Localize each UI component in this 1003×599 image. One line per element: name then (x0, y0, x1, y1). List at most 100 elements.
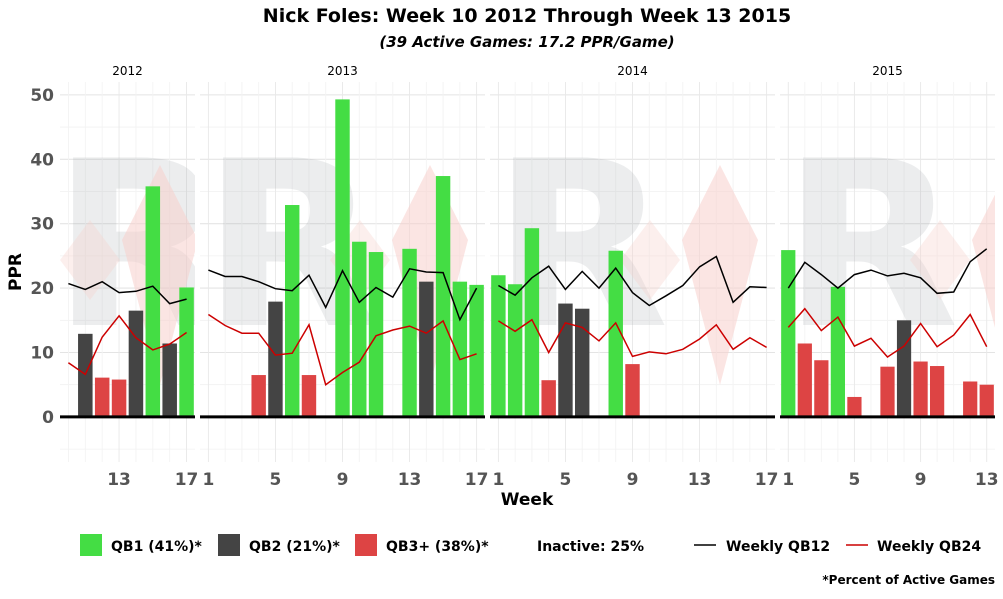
x-tick-label: 13 (107, 470, 131, 490)
bar-week-9 (335, 99, 350, 417)
facet-label: 2012 (112, 64, 143, 78)
bar-week-5 (847, 396, 862, 417)
bars (78, 186, 194, 417)
bar-week-2 (507, 284, 523, 417)
bar-week-6 (574, 308, 590, 417)
x-tick-label: 1 (492, 470, 504, 490)
x-tick-label: 17 (465, 470, 489, 490)
bar-week-15 (145, 186, 161, 417)
y-tick-label: 20 (30, 279, 54, 299)
line-weekly-qb24 (67, 314, 188, 376)
bar-week-5 (268, 301, 283, 417)
watermark-diamond (972, 194, 995, 328)
x-tick-label: 1 (202, 470, 214, 490)
line-weekly-qb24 (498, 318, 767, 358)
facet-label: 2014 (617, 64, 648, 78)
facet-label: 2013 (327, 64, 358, 78)
bar-week-16 (452, 281, 468, 417)
facet-label: 2015 (872, 64, 903, 78)
line-weekly-qb12 (208, 267, 478, 322)
x-tick-label: 9 (627, 470, 639, 490)
bars (251, 99, 484, 417)
bar-week-10 (352, 241, 367, 417)
x-tick-label: 9 (915, 470, 927, 490)
bar-week-15 (435, 176, 451, 417)
y-tick-label: 50 (30, 86, 54, 106)
bar-week-13 (402, 248, 417, 417)
y-tick-label: 40 (30, 150, 54, 170)
bar-week-7 (301, 375, 317, 417)
legend-label-qb1: QB1 (41%)* (111, 539, 202, 555)
bar-week-2 (797, 343, 812, 417)
legend-label-qb3: QB3+ (38%)* (386, 539, 489, 555)
facet-panel-2012: 2012R1317 (60, 64, 199, 490)
bars (491, 228, 640, 417)
y-tick-label: 0 (42, 408, 54, 428)
x-tick-label: 13 (398, 470, 422, 490)
y-tick-label: 10 (30, 344, 54, 364)
watermark-diamond-small (910, 220, 970, 300)
bars (781, 250, 994, 417)
bar-week-12 (94, 377, 110, 417)
legend-label-inactive: Inactive: 25% (537, 539, 644, 555)
line-weekly-qb12 (68, 280, 187, 305)
line-weekly-qb12 (498, 255, 767, 307)
bar-week-1 (491, 275, 506, 417)
chart-subtitle: (39 Active Games: 17.2 PPR/Game) (379, 33, 674, 51)
bar-week-10 (930, 366, 945, 417)
facet-panels: 2012R13172013R15913172014R15913172015R15… (60, 64, 999, 490)
y-axis: 0 10 20 30 40 50 (30, 86, 54, 428)
x-tick-label: 13 (688, 470, 712, 490)
bar-week-1 (781, 250, 796, 417)
x-tick-label: 5 (560, 470, 572, 490)
legend-swatch-qb2 (218, 534, 240, 556)
legend-swatch-qb3 (355, 534, 377, 556)
watermark-diamond (682, 165, 758, 385)
legend-swatch-qb1 (80, 534, 102, 556)
bar-week-3 (814, 360, 829, 417)
x-tick-label: 9 (337, 470, 349, 490)
x-tick-label: 5 (849, 470, 861, 490)
bar-week-11 (78, 333, 93, 417)
y-axis-title: PPR (6, 253, 26, 291)
legend-label-qb12: Weekly QB12 (726, 539, 830, 555)
bar-week-8 (608, 250, 623, 417)
bar-week-14 (128, 310, 144, 417)
x-tick-label: 13 (975, 470, 999, 490)
legend: QB1 (41%)* QB2 (21%)* QB3+ (38%)* Inacti… (80, 534, 981, 556)
x-tick-label: 5 (270, 470, 282, 490)
legend-label-qb24: Weekly QB24 (877, 539, 981, 555)
line-weekly-qb12 (787, 248, 988, 295)
bar-week-4 (251, 375, 266, 417)
bar-week-17 (469, 284, 484, 417)
x-tick-label: 17 (175, 470, 199, 490)
line-weekly-qb24 (787, 307, 988, 358)
bar-week-5 (558, 303, 573, 417)
x-tick-label: 1 (782, 470, 794, 490)
bar-week-13 (979, 384, 994, 417)
bar-week-8 (896, 320, 912, 417)
x-tick-label: 17 (755, 470, 779, 490)
chart-title: Nick Foles: Week 10 2012 Through Week 13… (263, 5, 791, 27)
watermark-diamond-small (620, 220, 680, 300)
bar-week-14 (419, 281, 434, 417)
bar-week-9 (625, 364, 640, 417)
bar-week-7 (880, 366, 895, 417)
bar-week-17 (179, 287, 194, 417)
watermark-diamond-small (60, 220, 120, 300)
footnote: *Percent of Active Games (822, 573, 995, 587)
bar-week-13 (111, 379, 127, 417)
y-tick-label: 30 (30, 215, 54, 235)
bar-week-6 (284, 205, 300, 417)
bar-week-9 (913, 361, 928, 417)
bar-week-11 (368, 252, 384, 417)
x-axis-title: Week (501, 490, 554, 510)
line-weekly-qb24 (207, 313, 477, 386)
legend-label-qb2: QB2 (21%)* (249, 539, 340, 555)
bar-week-4 (830, 286, 845, 417)
